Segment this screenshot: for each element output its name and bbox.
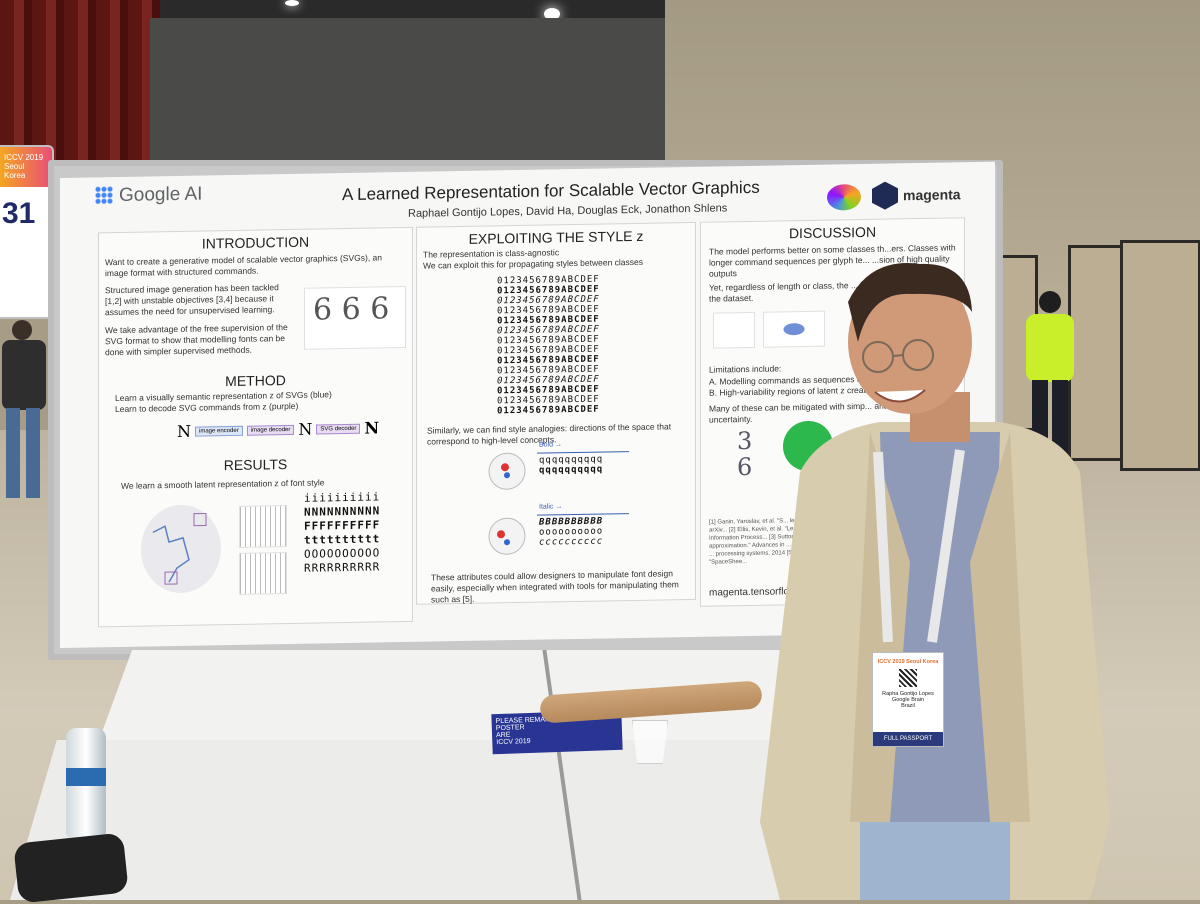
badge-country: Brazil (901, 703, 915, 709)
badge-header: ICCV 2019 Seoul Korea (877, 659, 939, 665)
badge-org: Google Brain (891, 697, 925, 703)
italic-direction-line (537, 513, 629, 516)
conference-badge: ICCV 2019 Seoul Korea Rapha Gontijo Lope… (872, 652, 944, 747)
discussion-heading: DISCUSSION (788, 223, 877, 242)
latent-space-plot (141, 504, 221, 593)
google-ai-logo: Google AI (95, 184, 202, 208)
presenter-person (760, 263, 1110, 900)
poster-number-sign: ICCV 2019 Seoul Korea 31 (0, 145, 54, 319)
left-column: INTRODUCTION Want to create a generative… (98, 226, 413, 628)
intro-figure: 6 6 6 (304, 285, 406, 350)
style-paragraph-4: These attributes could allow designers t… (431, 568, 679, 605)
ceiling-light (544, 8, 560, 20)
black-pouch (13, 832, 129, 904)
italic-direction-label: Italic → (539, 503, 563, 511)
intro-paragraph-2: Structured image generation has been tac… (105, 282, 279, 318)
bottle-label (66, 768, 106, 786)
poster-authors: Raphael Gontijo Lopes, David Ha, Douglas… (408, 202, 728, 220)
hall-door (1120, 240, 1200, 471)
method-diagram: N image encoder image decoder N SVG deco… (177, 418, 380, 441)
middle-column: EXPLOITING THE STYLE z The representatio… (416, 221, 696, 605)
back-wall (150, 18, 670, 168)
magenta-logo-text: magenta (903, 186, 961, 204)
introduction-heading: INTRODUCTION (201, 233, 310, 252)
bold-direction-label: Bold → (539, 441, 562, 449)
bold-direction-line (537, 451, 629, 454)
sign-header: ICCV 2019 Seoul Korea (0, 147, 52, 187)
poster: Google AI A Learned Representation for S… (60, 161, 995, 649)
intro-paragraph-1: Want to create a generative model of sca… (105, 252, 383, 279)
google-ai-icon (95, 186, 113, 205)
qr-code-icon (899, 669, 917, 687)
badge-type: FULL PASSPORT (873, 732, 943, 746)
table-front (10, 740, 790, 900)
ceiling-light (285, 0, 299, 6)
poster-number: 31 (2, 197, 36, 230)
glyph-grid-figure (239, 505, 287, 548)
analogy-head-figure (488, 517, 526, 555)
brain-icon (827, 184, 861, 211)
badge-name: Rapha Gontijo Lopes (882, 691, 934, 697)
red-curtain (0, 0, 160, 170)
glyph-grid-figure (239, 552, 287, 595)
background-person (1026, 291, 1074, 466)
interpolation-rows: iiiiiiiiii NNNNNNNNNN FFFFFFFFFF ttttttt… (304, 490, 381, 575)
background-person (2, 320, 46, 498)
style-transfer-grid: 0123456789ABCDEF 0123456789ABCDEF 012345… (497, 274, 600, 417)
magenta-cube-icon (872, 181, 898, 209)
italic-analogy-rows: BBBBBBBBBB oooooooooo cccccccccc (539, 516, 604, 548)
bold-analogy-rows: qqqqqqqqqq qqqqqqqqqq (539, 454, 604, 476)
intro-paragraph-3: We take advantage of the free supervisio… (105, 322, 288, 358)
analogy-head-figure (488, 452, 526, 490)
water-bottle (66, 728, 106, 838)
results-paragraph: We learn a smooth latent representation … (121, 477, 325, 491)
poster-title: A Learned Representation for Scalable Ve… (342, 177, 760, 205)
plastic-cup (632, 720, 668, 764)
results-heading: RESULTS (223, 456, 288, 474)
scatter-plot-figure (713, 311, 755, 349)
